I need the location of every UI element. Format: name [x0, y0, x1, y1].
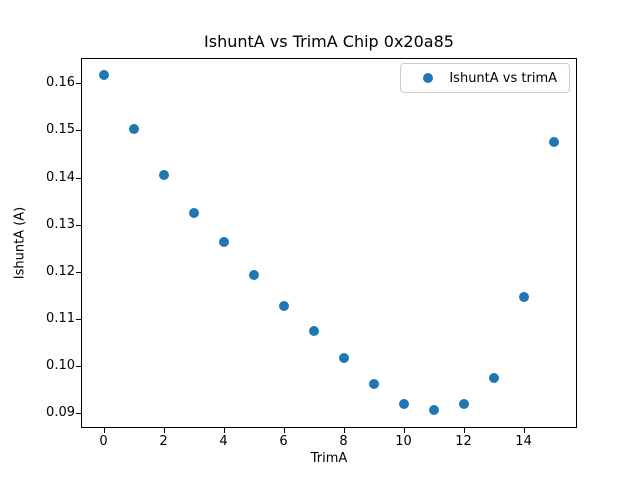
y-tick-mark	[76, 365, 81, 367]
legend: IshuntA vs trimA	[400, 63, 570, 93]
scatter-point	[218, 236, 229, 247]
y-tick-mark	[76, 318, 81, 320]
x-tick-mark	[403, 428, 405, 433]
scatter-point	[488, 372, 499, 383]
scatter-point	[98, 69, 109, 80]
scatter-point	[308, 325, 319, 336]
scatter-point	[188, 208, 199, 219]
x-tick-mark	[283, 428, 285, 433]
y-tick-mark	[76, 130, 81, 132]
x-tick-mark	[523, 428, 525, 433]
x-tick-label: 0	[99, 434, 108, 449]
legend-marker-dot-icon	[423, 73, 434, 83]
plot-area: IshuntA vs trimA	[81, 58, 577, 428]
x-tick-label: 2	[159, 434, 168, 449]
y-tick-label: 0.13	[46, 216, 75, 232]
x-tick-label: 10	[395, 434, 412, 449]
y-tick-mark	[76, 271, 81, 273]
y-tick-mark	[76, 83, 81, 85]
scatter-point	[248, 270, 259, 281]
y-tick-label: 0.15	[46, 122, 75, 138]
x-tick-mark	[343, 428, 345, 433]
scatter-point	[368, 378, 379, 389]
x-tick-label: 14	[515, 434, 532, 449]
x-tick-label: 12	[455, 434, 472, 449]
x-tick-label: 6	[279, 434, 288, 449]
y-tick-label: 0.11	[46, 310, 75, 326]
y-tick-label: 0.12	[46, 263, 75, 279]
scatter-point	[428, 405, 439, 416]
y-tick-mark	[76, 412, 81, 414]
x-tick-label: 4	[219, 434, 228, 449]
x-tick-mark	[163, 428, 165, 433]
legend-label: IshuntA vs trimA	[449, 70, 557, 86]
y-tick-mark	[76, 177, 81, 179]
x-tick-mark	[103, 428, 105, 433]
y-tick-label: 0.14	[46, 169, 75, 185]
x-tick-label: 8	[339, 434, 348, 449]
scatter-point	[158, 169, 169, 180]
y-tick-label: 0.09	[46, 404, 75, 420]
scatter-point	[458, 399, 469, 410]
y-tick-label: 0.16	[46, 75, 75, 91]
x-tick-mark	[223, 428, 225, 433]
scatter-point	[278, 301, 289, 312]
scatter-point	[398, 398, 409, 409]
scatter-point	[518, 291, 529, 302]
x-tick-mark	[463, 428, 465, 433]
y-tick-label: 0.10	[46, 357, 75, 373]
chart-title: IshuntA vs TrimA Chip 0x20a85	[204, 32, 454, 51]
scatter-point	[338, 353, 349, 364]
x-axis-label: TrimA	[310, 451, 348, 466]
y-tick-mark	[76, 224, 81, 226]
scatter-point	[128, 123, 139, 134]
scatter-point	[548, 137, 559, 148]
